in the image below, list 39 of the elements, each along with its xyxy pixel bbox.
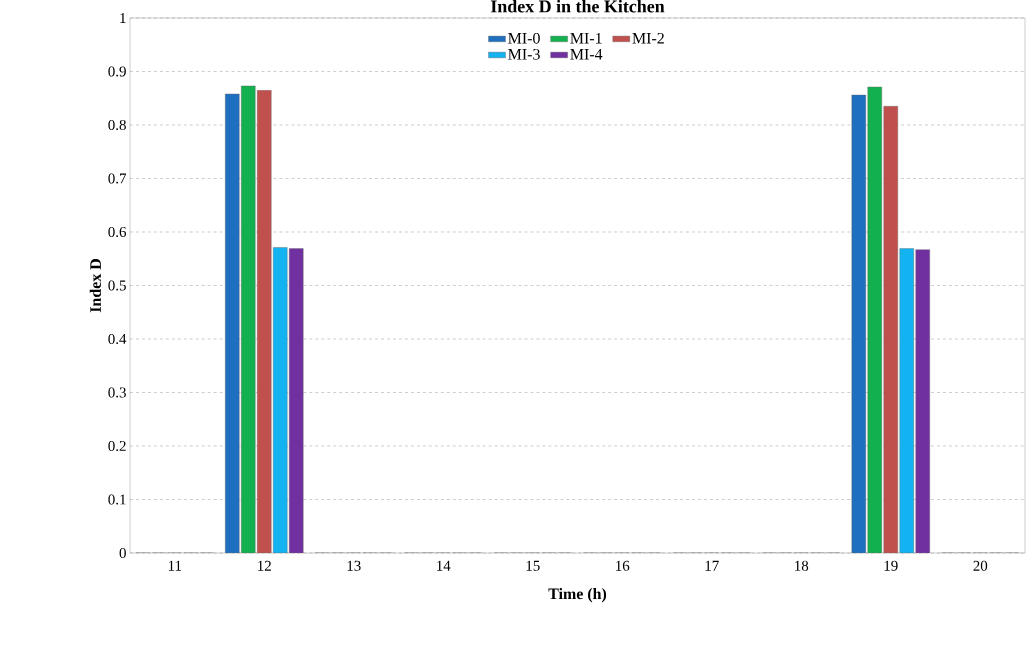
y-tick-label: 0	[119, 547, 126, 559]
y-tick-label: 0.5	[108, 280, 126, 291]
x-tick-label: 17	[705, 560, 719, 571]
x-tick-label: 15	[526, 560, 540, 571]
bar	[289, 248, 304, 553]
x-tick-label: 11	[168, 560, 182, 571]
y-axis-title: Index D	[89, 259, 101, 313]
x-tick-label: 19	[884, 560, 898, 571]
y-tick-label: 0.8	[108, 119, 126, 131]
legend-label: MI-1	[570, 32, 602, 44]
chart-title: Index D in the Kitchen	[490, 0, 665, 13]
y-tick-label: 1	[120, 13, 126, 23]
y-tick-label: 0.3	[108, 387, 126, 398]
x-tick-label: 18	[795, 560, 809, 571]
legend-label: MI-4	[570, 49, 603, 60]
bar	[915, 249, 930, 553]
bar	[257, 90, 272, 553]
x-tick-label: 16	[616, 560, 630, 571]
x-tick-label: 12	[258, 560, 271, 571]
legend-label: MI-2	[632, 32, 664, 44]
bar	[273, 247, 288, 553]
bar	[851, 94, 866, 553]
bar	[225, 93, 240, 553]
x-tick-label: 14	[437, 560, 451, 571]
y-tick-label: 0.4	[108, 333, 127, 345]
y-tick-label: 0.9	[108, 66, 126, 77]
y-tick-label: 0.1	[108, 494, 126, 505]
legend-label: MI-0	[508, 32, 540, 44]
bar	[899, 248, 914, 553]
y-tick-label: 0.2	[108, 440, 126, 452]
x-tick-label: 20	[973, 560, 988, 571]
y-tick-label: 0.7	[108, 173, 127, 184]
x-axis-title: Time (h)	[548, 587, 607, 603]
bar	[883, 106, 898, 553]
x-tick-label: 13	[347, 560, 361, 571]
legend-label: MI-3	[508, 48, 540, 60]
bar	[241, 85, 256, 553]
bar	[867, 86, 882, 553]
y-tick-label: 0.6	[108, 226, 127, 238]
